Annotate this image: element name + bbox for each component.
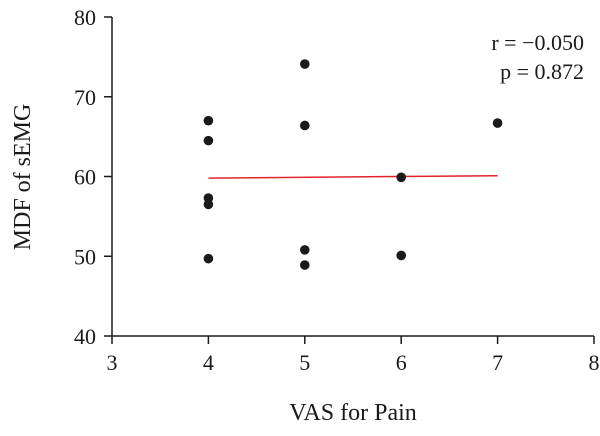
data-point: [203, 135, 214, 146]
x-tick-label: 7: [492, 350, 503, 375]
x-tick-label: 6: [396, 350, 407, 375]
x-ticks: 3 4 5 6 7 8: [107, 336, 600, 375]
data-point: [492, 118, 503, 128]
x-axis-title: VAS for Pain: [289, 400, 417, 426]
data-point: [300, 245, 310, 255]
y-tick-label: 40: [74, 324, 96, 349]
data-point: [396, 172, 407, 183]
correlation-p-label: p = 0.872: [500, 59, 584, 84]
x-tick-label: 3: [107, 350, 118, 375]
data-point: [203, 199, 214, 210]
data-point: [300, 59, 310, 69]
regression-line: [208, 174, 498, 179]
trendline-group: [208, 174, 498, 179]
data-point: [203, 253, 214, 264]
y-tick-label: 60: [74, 165, 96, 190]
data-point: [300, 260, 310, 270]
data-point: [203, 115, 214, 126]
y-tick-label: 50: [74, 244, 96, 269]
x-tick-label: 4: [203, 350, 214, 375]
y-tick-label: 80: [74, 5, 96, 30]
data-point: [300, 120, 310, 131]
correlation-r-label: r = −0.050: [491, 30, 584, 55]
data-point: [396, 250, 407, 261]
y-tick-label: 70: [74, 85, 96, 110]
x-tick-label: 8: [589, 350, 600, 375]
data-points: [203, 59, 503, 270]
y-axis-title: MDF of sEMG: [10, 104, 36, 251]
x-tick-label: 5: [299, 350, 310, 375]
y-ticks: 40 50 60 70 80: [74, 5, 112, 349]
